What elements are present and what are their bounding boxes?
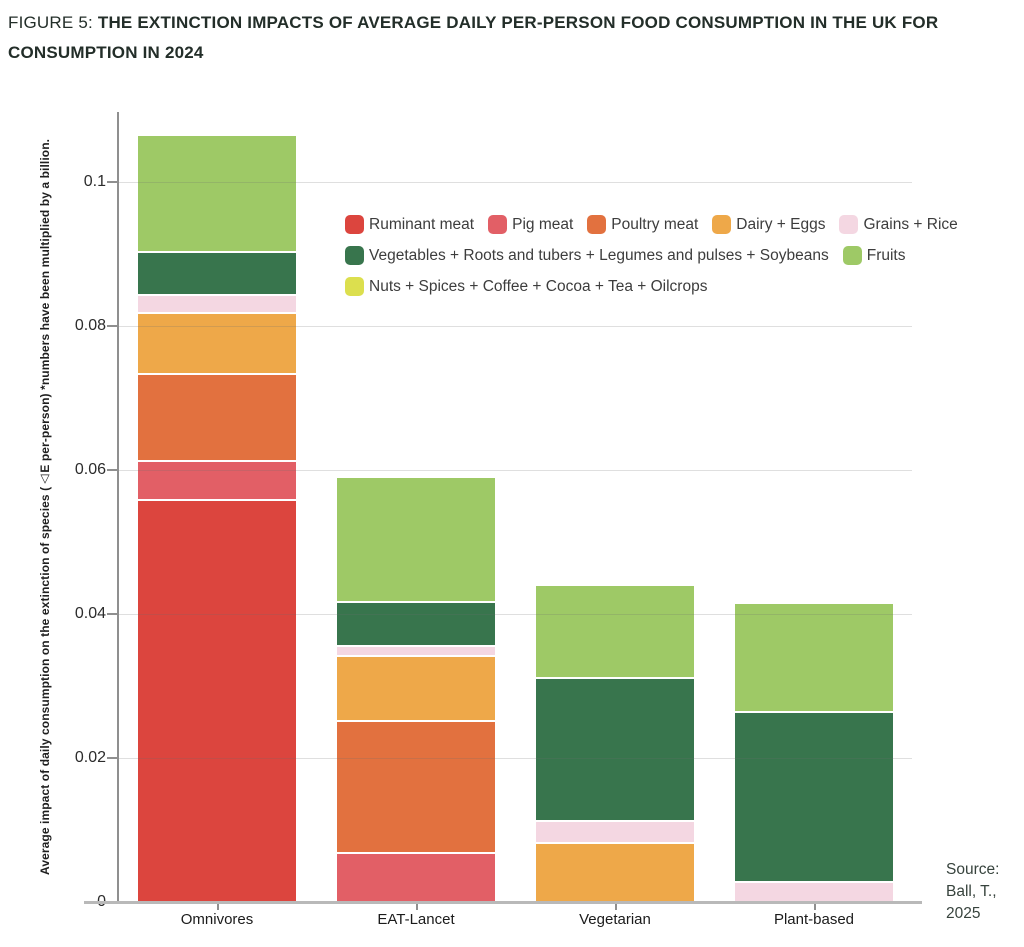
legend: Ruminant meat Pig meat Poultry meat Dairy +… — [345, 215, 972, 308]
legend-row: Ruminant meat Pig meat Poultry meat Dairy +… — [345, 215, 972, 234]
bar-segment — [137, 500, 297, 902]
bar-segment — [137, 135, 297, 252]
legend-label: Poultry meat — [611, 215, 699, 233]
figure-title-line2: CONSUMPTION IN 2024 — [8, 43, 204, 62]
legend-item: Poultry meat — [587, 215, 698, 234]
bar-segment — [535, 821, 695, 843]
source-line: Ball, T., — [946, 883, 997, 900]
y-tick-mark — [107, 325, 117, 327]
legend-label: Grains + Rice — [863, 215, 958, 233]
x-axis-label: Omnivores — [180, 911, 254, 928]
bar-segment — [336, 853, 496, 902]
bar-segment — [137, 374, 297, 462]
bar-segment — [734, 881, 894, 902]
y-tick-label: 0.1 — [83, 173, 106, 190]
bar-segment — [336, 721, 496, 854]
y-tick-mark — [107, 181, 117, 183]
legend-swatch-icon — [839, 215, 859, 234]
y-axis-line — [117, 112, 119, 902]
source-line: Source: — [946, 861, 1000, 878]
y-axis-title: Average impact of daily consumption on t… — [38, 138, 52, 876]
bar-segment — [535, 842, 695, 902]
x-axis-label: Vegetarian — [579, 911, 651, 928]
y-tick-label: 0.02 — [74, 749, 106, 766]
bar-vegetarian — [535, 585, 695, 902]
legend-swatch-icon — [488, 215, 508, 234]
bar-omnivores — [137, 135, 297, 902]
bar-segment — [336, 646, 496, 657]
legend-swatch-icon — [587, 215, 607, 234]
legend-swatch-icon — [345, 277, 364, 296]
legend-item: Vegetables + Roots and tubers + Legumes … — [345, 246, 829, 265]
legend-item: Ruminant meat — [345, 215, 474, 234]
y-tick-mark — [107, 613, 117, 615]
y-tick-mark — [107, 757, 117, 759]
bar-segment — [137, 295, 297, 314]
legend-swatch-icon — [712, 215, 732, 234]
x-tick-mark — [217, 903, 219, 910]
bar-segment — [734, 603, 894, 712]
bar-segment — [137, 461, 297, 501]
legend-label: Pig meat — [512, 215, 574, 233]
y-tick-mark — [107, 469, 117, 471]
figure-label: FIGURE 5: — [8, 13, 93, 32]
bar-segment — [535, 585, 695, 679]
legend-swatch-icon — [842, 246, 862, 265]
legend-label: Dairy + Eggs — [736, 215, 826, 233]
legend-label: Vegetables + Roots and tubers + Legumes … — [369, 246, 829, 264]
y-tick-label: 0.06 — [74, 461, 106, 478]
bar-segment — [137, 251, 297, 296]
x-tick-mark — [814, 903, 816, 910]
legend-row: Vegetables + Roots and tubers + Legumes … — [345, 246, 972, 265]
x-axis-line — [84, 901, 922, 904]
figure-title-line1: FIGURE 5: THE EXTINCTION IMPACTS OF AVER… — [8, 8, 1008, 38]
x-tick-mark — [615, 903, 617, 910]
legend-swatch-icon — [345, 246, 364, 265]
bar-segment — [535, 678, 695, 822]
source-note: Source: Ball, T., 2025 — [946, 859, 999, 925]
bar-segment — [336, 656, 496, 722]
legend-swatch-icon — [345, 215, 364, 234]
legend-label: Nuts + Spices + Coffee + Cocoa + Tea + O… — [369, 277, 708, 295]
legend-item: Pig meat — [488, 215, 573, 234]
source-line: 2025 — [946, 905, 981, 922]
figure-title-text: THE EXTINCTION IMPACTS OF AVERAGE DAILY … — [97, 13, 939, 32]
legend-row: Nuts + Spices + Coffee + Cocoa + Tea + O… — [345, 277, 972, 296]
legend-item: Fruits — [842, 246, 906, 265]
x-tick-mark — [416, 903, 418, 910]
legend-item: Dairy + Eggs — [712, 215, 825, 234]
x-axis-label: EAT-Lancet — [377, 911, 455, 928]
legend-label: Ruminant meat — [369, 215, 475, 233]
x-axis-label: Plant-based — [773, 911, 855, 928]
bar-segment — [336, 477, 496, 602]
figure-title: FIGURE 5: THE EXTINCTION IMPACTS OF AVER… — [8, 8, 1008, 68]
legend-item: Grains + Rice — [839, 215, 958, 234]
y-tick-label: 0.08 — [74, 317, 106, 334]
legend-label: Fruits — [866, 246, 906, 264]
bar-segment — [137, 313, 297, 375]
bar-eat-lancet — [336, 477, 496, 902]
y-tick-label: 0.04 — [74, 605, 106, 622]
bar-segment — [336, 601, 496, 647]
legend-item: Nuts + Spices + Coffee + Cocoa + Tea + O… — [345, 277, 707, 296]
bar-segment — [734, 711, 894, 882]
bar-plant-based — [734, 603, 894, 902]
